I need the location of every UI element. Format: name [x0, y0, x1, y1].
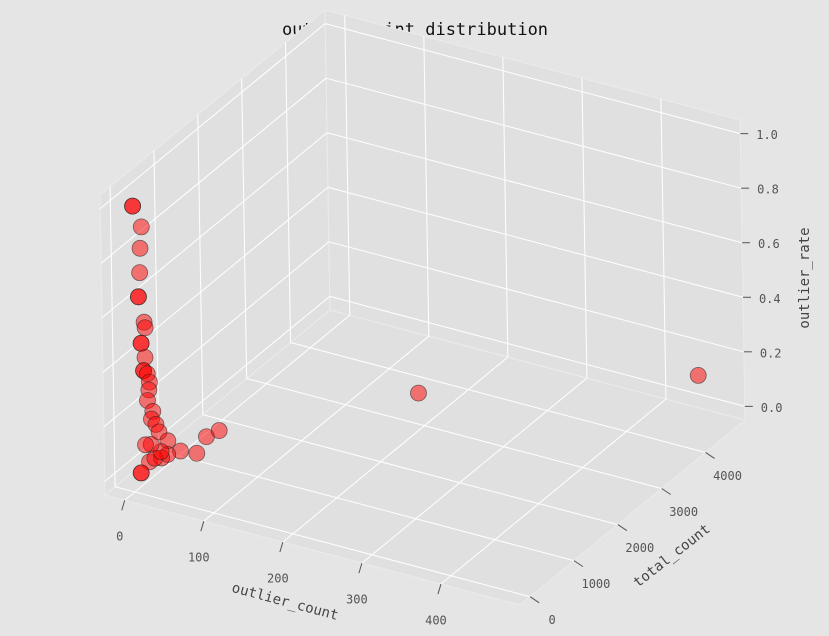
point	[132, 218, 150, 236]
point	[130, 288, 147, 306]
x-tick-label: 300	[346, 593, 368, 607]
grid-line	[241, 78, 248, 379]
grid-line	[423, 36, 430, 337]
x-tick-label: 400	[425, 614, 447, 628]
y-tick-mark	[617, 524, 628, 531]
grid-line	[329, 295, 745, 407]
point	[124, 197, 141, 215]
y-tick-label: 0	[548, 613, 555, 627]
point	[210, 422, 228, 439]
grid-line	[246, 378, 662, 490]
x-tick-mark	[358, 562, 363, 574]
z-tick-label: 0.0	[761, 401, 783, 415]
grid-line	[327, 186, 744, 298]
y-tick-label: 2000	[625, 541, 654, 555]
grid-line	[99, 23, 326, 210]
grid-line	[361, 377, 588, 564]
grid-line	[440, 398, 667, 585]
y-tick-mark	[529, 596, 540, 604]
grid-line	[581, 78, 588, 379]
y-tick-label: 4000	[713, 469, 742, 483]
y-tick-mark	[661, 488, 671, 495]
grid-line	[114, 486, 531, 598]
grid-line	[124, 314, 351, 501]
point	[131, 264, 149, 282]
grid-line	[502, 57, 509, 358]
point	[137, 436, 154, 454]
grid-line	[158, 450, 575, 562]
point	[188, 444, 206, 462]
z-axis-label: outlier_rate	[797, 227, 813, 328]
grid-line	[285, 42, 292, 343]
point	[132, 464, 150, 482]
z-tick-label: 0.8	[757, 183, 779, 197]
y-tick-label: 1000	[581, 577, 610, 591]
y-tick-label: 3000	[669, 505, 698, 519]
grid-line	[153, 150, 160, 451]
grid-line	[328, 241, 744, 353]
x-tick-label: 100	[188, 551, 210, 565]
x-tick-mark	[121, 500, 126, 511]
grid-line	[326, 77, 742, 189]
y-tick-mark	[705, 452, 715, 459]
grid-line	[660, 99, 667, 400]
point	[132, 334, 150, 352]
z-tick-label: 0.4	[759, 292, 781, 306]
x-tick-label: 200	[267, 572, 289, 586]
grid-line	[282, 356, 509, 543]
grid-line	[326, 132, 743, 244]
right-pane	[324, 9, 746, 421]
grid-line	[101, 132, 328, 319]
grid-line	[202, 414, 618, 526]
x-tick-label: 0	[116, 530, 123, 544]
grid-line	[325, 23, 741, 135]
x-tick-mark	[437, 583, 442, 595]
point	[131, 239, 149, 257]
point	[410, 384, 427, 402]
point	[136, 319, 154, 337]
point	[689, 366, 707, 384]
grid-line	[203, 335, 430, 522]
x-tick-mark	[279, 541, 284, 553]
x-tick-mark	[200, 521, 205, 532]
grid-line	[344, 15, 351, 316]
z-tick-label: 0.6	[758, 237, 780, 251]
y-tick-mark	[573, 560, 584, 568]
z-tick-label: 0.2	[760, 346, 782, 360]
grid-line	[197, 114, 204, 415]
z-tick-label: 1.0	[756, 128, 778, 142]
grid-line	[290, 341, 706, 453]
grid-line	[109, 186, 116, 487]
